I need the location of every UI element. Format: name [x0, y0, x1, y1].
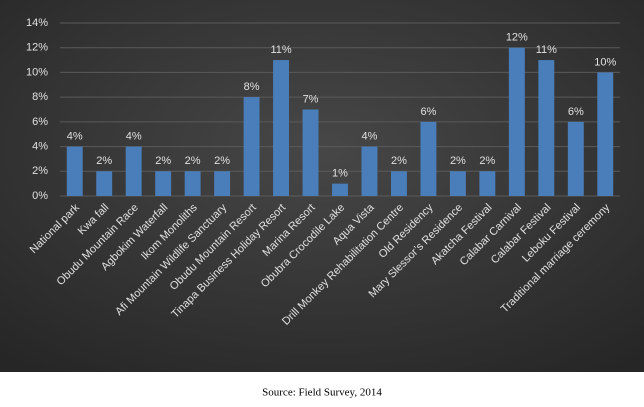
bar	[567, 121, 584, 196]
value-label: 4%	[126, 130, 142, 142]
value-label: 7%	[303, 93, 319, 105]
value-label: 11%	[536, 44, 557, 56]
y-tick-label: 12%	[26, 42, 48, 54]
y-tick-label: 10%	[26, 66, 48, 78]
value-label: 2%	[214, 155, 230, 167]
y-tick-label: 6%	[32, 116, 48, 128]
value-label: 12%	[506, 32, 528, 44]
value-label: 4%	[67, 130, 83, 142]
y-tick-label: 4%	[32, 140, 48, 152]
value-label: 10%	[594, 56, 616, 68]
bar	[597, 72, 614, 196]
value-label: 2%	[479, 155, 495, 167]
value-label: 6%	[420, 106, 436, 118]
bar	[538, 60, 555, 197]
y-tick-label: 8%	[32, 91, 48, 103]
y-tick-label: 14%	[26, 17, 48, 29]
bar	[125, 146, 142, 196]
bar	[273, 60, 290, 197]
value-label: 1%	[332, 168, 348, 180]
source-note: Source: Field Survey, 2014	[262, 387, 382, 399]
bar	[420, 121, 437, 196]
value-label: 2%	[450, 155, 466, 167]
value-label: 6%	[568, 106, 584, 118]
bar	[214, 171, 231, 196]
bar	[508, 47, 525, 196]
bar	[155, 171, 172, 196]
bar	[479, 171, 496, 196]
value-label: 11%	[270, 44, 291, 56]
bar	[96, 171, 113, 196]
bar	[390, 171, 407, 196]
bar	[449, 171, 466, 196]
bar	[184, 171, 201, 196]
value-label: 2%	[155, 155, 171, 167]
value-label: 8%	[244, 81, 260, 93]
value-label: 2%	[185, 155, 201, 167]
value-label: 2%	[391, 155, 407, 167]
bar	[243, 97, 260, 196]
y-tick-label: 0%	[32, 190, 48, 202]
bar	[361, 146, 378, 196]
bar	[66, 146, 83, 196]
bar	[332, 183, 348, 196]
value-label: 2%	[96, 155, 112, 167]
y-tick-label: 2%	[32, 165, 48, 177]
value-label: 4%	[362, 130, 378, 142]
bar	[302, 109, 319, 196]
